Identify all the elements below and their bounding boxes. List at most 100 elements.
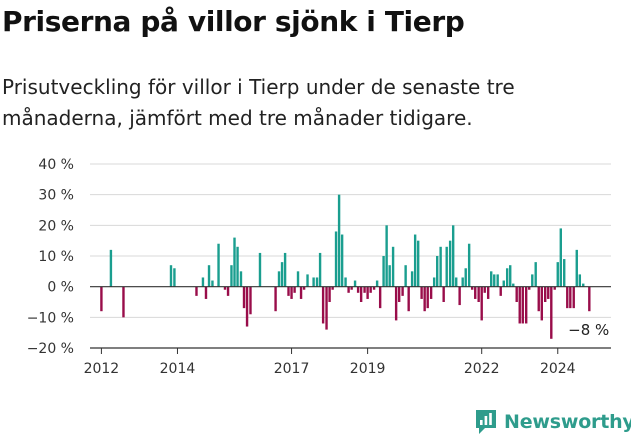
bar — [211, 280, 214, 287]
bar — [277, 271, 281, 287]
bar — [423, 286, 426, 312]
bar — [429, 286, 433, 299]
bar — [480, 286, 483, 321]
bar — [299, 286, 303, 299]
bar — [318, 252, 322, 287]
bar — [239, 271, 243, 287]
bar — [467, 243, 471, 287]
y-tick-label: 10 % — [38, 249, 74, 265]
bar — [439, 246, 442, 287]
newsworthy-logo-icon — [476, 410, 496, 434]
bar — [344, 277, 347, 287]
bar — [242, 286, 246, 309]
bar — [249, 286, 252, 315]
bar — [173, 268, 176, 287]
chart-subtitle: Prisutveckling för villor i Tierp under … — [2, 75, 515, 130]
bar-chart: −20 %−10 %0 %10 %20 %30 %40 % 2012 2014 20… — [27, 157, 611, 377]
bar — [451, 225, 455, 287]
bar — [505, 268, 509, 287]
bar — [353, 280, 357, 287]
bar — [569, 286, 572, 309]
bar — [363, 286, 366, 293]
brand-name: Newsworthy — [504, 411, 631, 433]
bar — [416, 240, 420, 287]
bar — [578, 274, 582, 287]
x-tick-label: 2017 — [274, 361, 310, 377]
bar — [461, 277, 464, 287]
bar — [195, 286, 198, 296]
gridlines — [90, 163, 611, 349]
bar — [382, 256, 385, 287]
bar — [258, 252, 262, 287]
x-axis — [90, 286, 611, 354]
bar — [207, 265, 211, 287]
bar — [477, 286, 480, 302]
bar — [464, 268, 467, 287]
bar — [359, 286, 363, 302]
y-axis-labels: −20 % −10 % 0 % 10 % 20 % 30 % 40 % — [27, 157, 74, 357]
bar — [366, 286, 369, 299]
bar — [226, 286, 230, 296]
bar — [426, 286, 429, 309]
bar — [547, 286, 550, 299]
x-tick-label: 2022 — [464, 361, 500, 377]
bar — [544, 286, 547, 302]
bar — [347, 286, 350, 293]
x-tick-label: 2014 — [160, 361, 196, 377]
bar — [483, 286, 486, 293]
bar — [410, 271, 414, 287]
bar — [496, 274, 499, 287]
bar — [369, 286, 372, 293]
bar — [328, 286, 331, 302]
bar — [230, 265, 233, 287]
bar — [401, 286, 404, 296]
bar — [540, 286, 543, 321]
bar — [287, 286, 290, 296]
bar — [315, 277, 319, 287]
bar — [572, 286, 575, 309]
bar — [356, 286, 360, 293]
bar — [559, 228, 562, 287]
x-tick-label: 2019 — [350, 361, 386, 377]
y-tick-label: −20 % — [27, 341, 74, 357]
bar — [486, 286, 490, 299]
y-tick-label: −10 % — [27, 310, 74, 326]
bar — [372, 286, 376, 290]
y-tick-label: 30 % — [38, 188, 74, 204]
bar — [490, 271, 493, 287]
bar — [502, 280, 505, 287]
bar — [306, 274, 309, 287]
bar — [325, 286, 328, 330]
bar — [302, 286, 306, 290]
bar — [312, 277, 315, 287]
bar — [204, 286, 208, 299]
bar — [474, 286, 477, 299]
bar — [233, 237, 236, 287]
x-axis-labels: 2012 2014 2017 2019 2022 2024 — [84, 361, 576, 377]
bar — [407, 286, 410, 312]
bar — [531, 274, 534, 287]
y-tick-label: 20 % — [38, 218, 74, 234]
bar — [512, 283, 515, 287]
bar — [122, 286, 125, 318]
bar — [321, 286, 325, 324]
bar — [404, 265, 407, 287]
bar — [201, 277, 205, 287]
bar — [109, 249, 113, 287]
latest-value-label: −8 % — [568, 321, 609, 339]
bar — [445, 246, 448, 287]
bar — [394, 286, 398, 321]
brand-logo: Newsworthy — [474, 407, 631, 437]
bar — [550, 286, 553, 339]
bar — [293, 286, 296, 293]
bar — [388, 265, 391, 287]
x-tick-label: 2024 — [540, 361, 576, 377]
bar — [553, 286, 556, 290]
annotations: −8 % — [568, 321, 609, 339]
bar — [524, 286, 528, 324]
bar — [331, 286, 334, 290]
bar — [588, 286, 591, 312]
bar — [413, 234, 417, 287]
bar — [337, 194, 341, 287]
bar — [296, 271, 300, 287]
